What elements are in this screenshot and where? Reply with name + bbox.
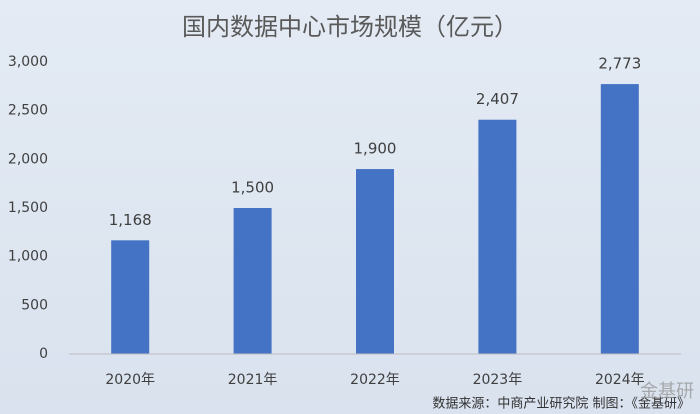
bar — [600, 84, 639, 354]
x-tick-label: 2021年 — [228, 372, 278, 388]
y-tick-label: 3,000 — [8, 54, 48, 70]
y-tick-label: 2,000 — [8, 151, 48, 167]
bar — [111, 240, 150, 354]
y-tick-label: 0 — [39, 346, 48, 362]
y-tick-label: 1,000 — [8, 249, 48, 265]
y-tick-label: 1,500 — [8, 200, 48, 216]
value-label: 1,500 — [231, 179, 274, 197]
bar — [478, 119, 517, 355]
value-label: 1,168 — [109, 211, 152, 229]
value-label: 2,407 — [476, 90, 519, 108]
x-tick-label: 2024年 — [595, 372, 645, 388]
bar — [356, 169, 394, 354]
value-label: 1,900 — [354, 140, 397, 158]
watermark: 金基研 — [640, 381, 694, 402]
source-note: 数据来源：中商产业研究院 制图：《金基研》 — [432, 396, 690, 412]
x-tick-label: 2023年 — [473, 372, 523, 388]
x-tick-label: 2022年 — [350, 372, 400, 388]
x-tick-label: 2020年 — [105, 372, 155, 388]
value-label: 2,773 — [598, 55, 641, 73]
chart-title: 国内数据中心市场规模（亿元） — [182, 13, 518, 41]
y-tick-label: 500 — [21, 297, 48, 313]
y-tick-label: 2,500 — [8, 103, 48, 119]
bar — [233, 208, 272, 354]
